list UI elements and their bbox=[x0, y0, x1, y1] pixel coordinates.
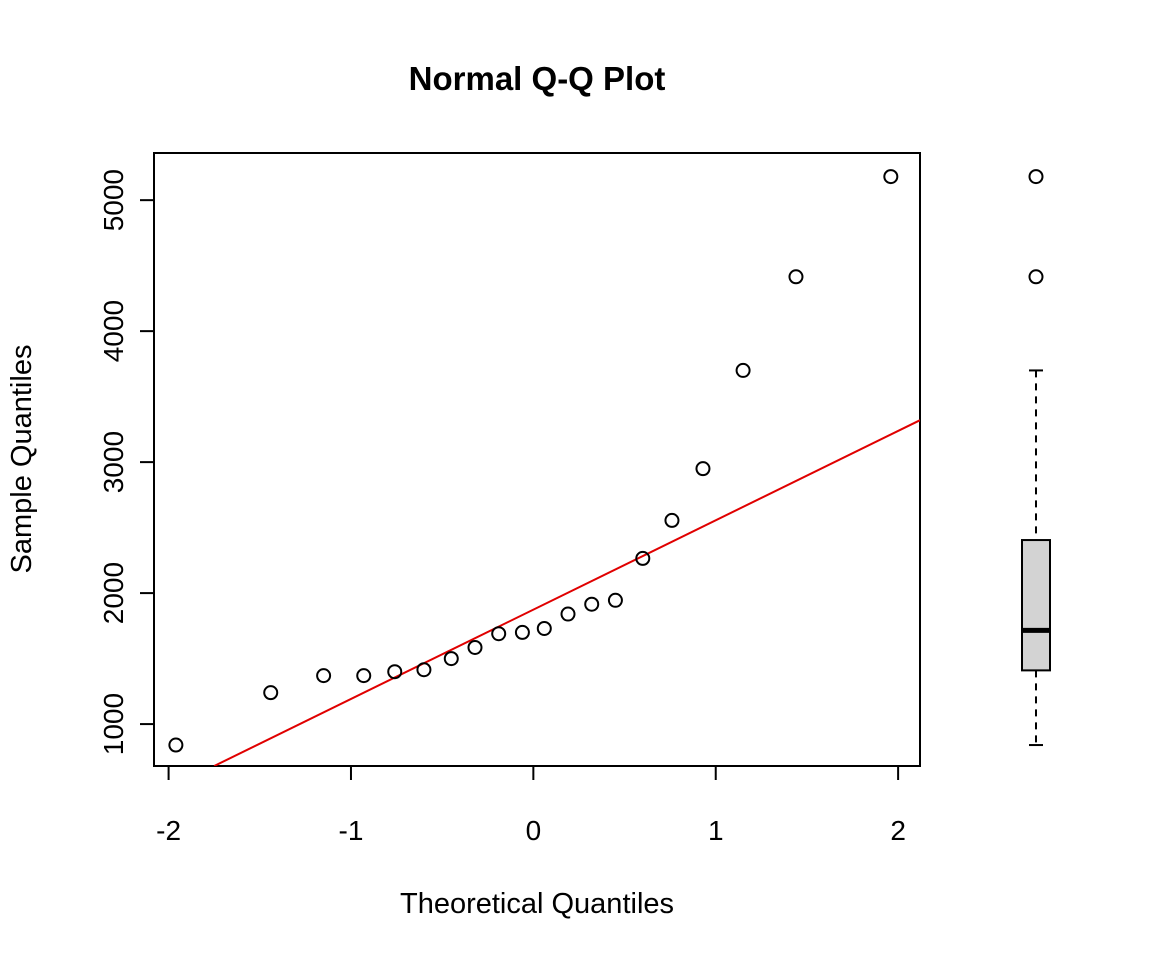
y-tick-label: 3000 bbox=[98, 431, 129, 493]
sample-point bbox=[356, 668, 372, 684]
x-tick-label: 1 bbox=[708, 815, 724, 846]
y-tick-label: 4000 bbox=[98, 300, 129, 362]
sample-point bbox=[883, 169, 899, 185]
sample-point bbox=[536, 620, 552, 636]
sample-point bbox=[168, 737, 184, 753]
x-axis: -2 -1 0 1 2 bbox=[156, 765, 906, 846]
box-outlier bbox=[1028, 269, 1044, 285]
sample-point bbox=[467, 639, 483, 655]
x-tick-label: 0 bbox=[526, 815, 542, 846]
sample-point bbox=[788, 269, 804, 285]
chart-title: Normal Q-Q Plot bbox=[409, 60, 666, 97]
y-tick-label: 5000 bbox=[98, 169, 129, 231]
y-axis: 1000 2000 3000 4000 5000 bbox=[98, 169, 155, 755]
sample-point bbox=[416, 662, 432, 678]
x-tick-label: -1 bbox=[339, 815, 364, 846]
box-iqr bbox=[1021, 539, 1051, 672]
sample-point bbox=[491, 626, 507, 642]
qq-reference-line bbox=[213, 419, 920, 766]
sample-point bbox=[664, 512, 680, 528]
sample-point bbox=[387, 664, 403, 680]
sample-point bbox=[635, 550, 651, 566]
sample-point bbox=[316, 668, 332, 684]
y-tick-label: 2000 bbox=[98, 562, 129, 624]
x-tick-label: 2 bbox=[890, 815, 906, 846]
sample-point bbox=[514, 624, 530, 640]
sample-point bbox=[735, 362, 751, 378]
sample-points bbox=[168, 169, 899, 753]
sample-point bbox=[560, 606, 576, 622]
sample-point bbox=[584, 596, 600, 612]
x-tick-label: -2 bbox=[156, 815, 181, 846]
y-axis-title: Sample Quantiles bbox=[6, 345, 38, 574]
boxplot bbox=[1021, 169, 1051, 747]
y-tick-label: 1000 bbox=[98, 693, 129, 755]
sample-point bbox=[263, 685, 279, 701]
box-outlier bbox=[1028, 169, 1044, 185]
x-axis-title: Theoretical Quantiles bbox=[400, 888, 674, 920]
sample-point bbox=[695, 461, 711, 477]
sample-point bbox=[443, 651, 459, 667]
reference-line-group bbox=[213, 419, 920, 766]
plot-area-frame bbox=[153, 152, 921, 767]
sample-point bbox=[607, 592, 623, 608]
